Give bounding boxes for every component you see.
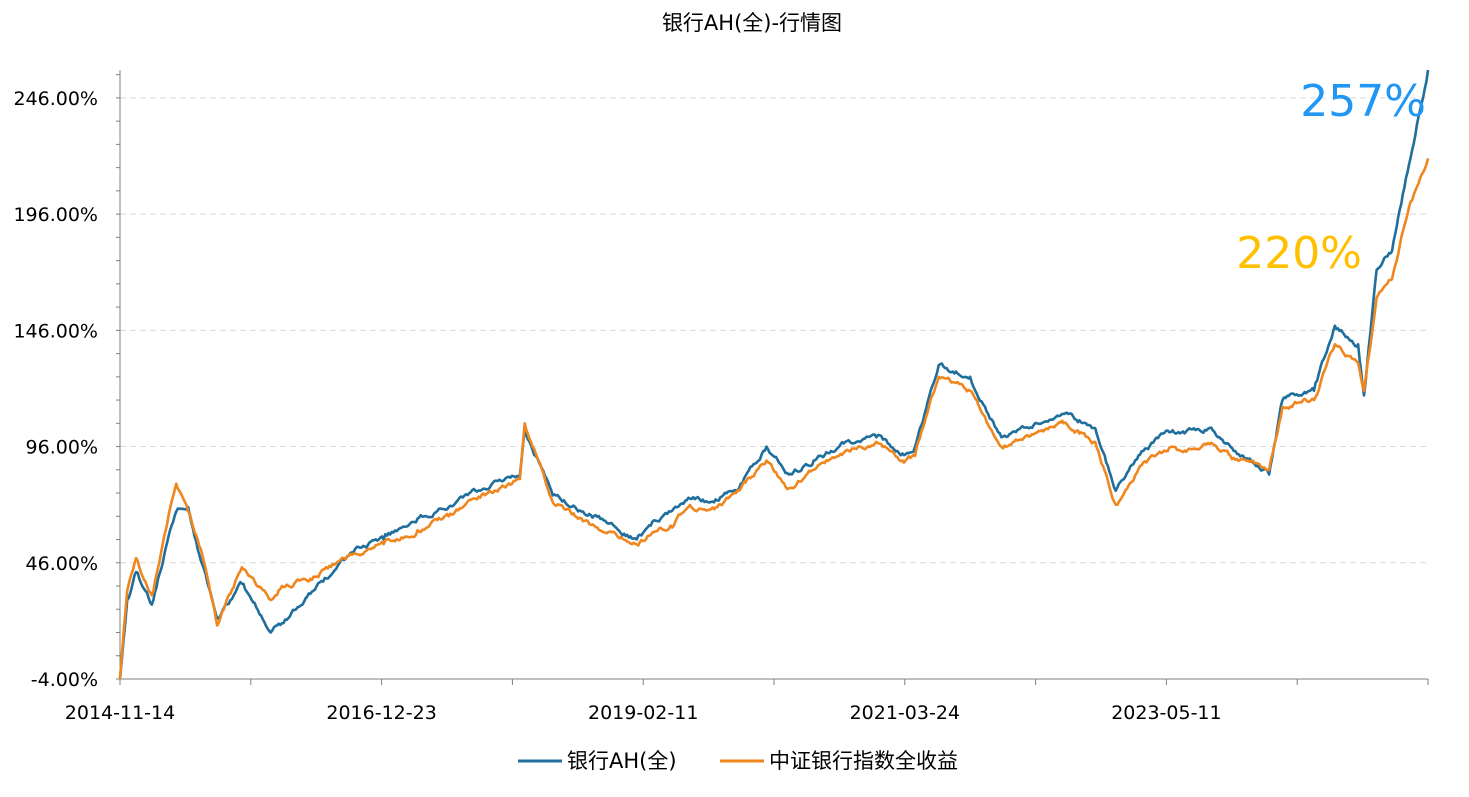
annotations: 257% 220%	[1236, 76, 1426, 279]
y-tick-label: 246.00%	[13, 88, 98, 110]
annotation-label: 220%	[1236, 228, 1362, 279]
series-line-2	[118, 157, 1430, 680]
y-tick-label: -4.00%	[31, 669, 98, 691]
x-tick-label: 2021-03-24	[850, 702, 960, 724]
x-tick-label: 2023-05-11	[1111, 702, 1221, 724]
y-tick-label: 196.00%	[13, 204, 98, 226]
legend-label: 中证银行指数全收益	[769, 749, 958, 773]
y-tick-label: 96.00%	[26, 437, 98, 459]
y-tick-label: 146.00%	[13, 320, 98, 342]
series-line-1	[118, 69, 1430, 680]
series-layer	[118, 69, 1430, 680]
gridlines	[120, 97, 1428, 564]
legend: 银行AH(全) 中证银行指数全收益	[518, 749, 958, 773]
x-tick-label: 2014-11-14	[65, 702, 175, 724]
legend-label: 银行AH(全)	[567, 749, 677, 773]
axes: -4.00% 46.00% 96.00% 146.00% 196.00% 246.00% 2…	[13, 70, 1429, 724]
x-tick-label: 2019-02-11	[588, 702, 698, 724]
y-tick-label: 46.00%	[26, 553, 98, 575]
chart-title: 银行AH(全)-行情图	[662, 11, 842, 35]
annotation-label: 257%	[1300, 76, 1426, 127]
x-tick-label: 2016-12-23	[326, 702, 436, 724]
